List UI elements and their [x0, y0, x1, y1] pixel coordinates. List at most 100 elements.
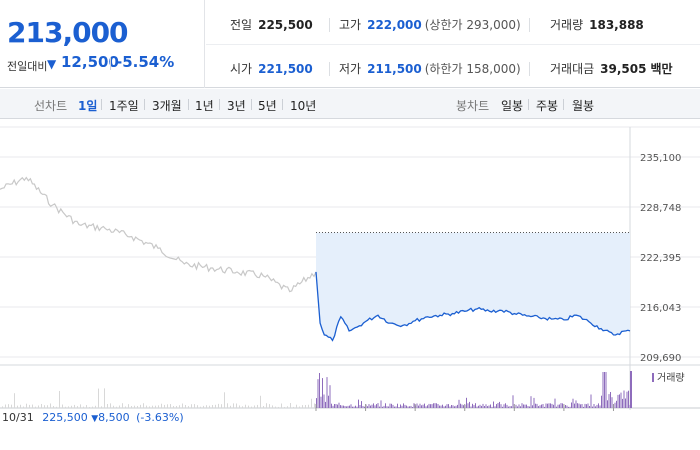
volume-bar	[35, 406, 36, 408]
candle-chart-label: 봉차트	[456, 99, 490, 113]
volume-bar	[538, 406, 539, 408]
volume-bar	[392, 404, 394, 408]
volume-bar	[305, 405, 306, 408]
today-price-line	[315, 271, 631, 342]
volume-bar	[443, 406, 445, 408]
volume-bar	[590, 394, 592, 408]
volume-bar	[254, 405, 255, 408]
volume-bar	[383, 405, 385, 408]
volume-bar	[401, 405, 403, 408]
volume-bar	[412, 407, 413, 408]
volume-bar	[475, 403, 476, 408]
volume-bar	[173, 405, 174, 408]
divider	[206, 44, 700, 45]
volume-bar	[230, 405, 231, 408]
volume-bar	[395, 406, 397, 408]
volume-bar	[50, 403, 51, 408]
volume-bar	[347, 405, 349, 408]
volume-bar	[320, 396, 322, 408]
volume-bar	[269, 404, 270, 408]
volume-bar	[83, 406, 84, 408]
volume-bar	[329, 385, 331, 408]
volume-bar	[630, 371, 632, 408]
volume-bar	[281, 403, 282, 408]
stat-volume-label: 거래량	[550, 18, 584, 32]
volume-bar	[574, 403, 575, 408]
volume-bar	[164, 404, 165, 408]
volume-bar	[290, 403, 291, 408]
volume-bar	[119, 405, 120, 408]
volume-bar	[221, 404, 222, 408]
volume-bar	[499, 401, 500, 408]
volume-bar	[86, 405, 87, 408]
period-5y-tab[interactable]: 5년	[258, 99, 277, 113]
volume-bar	[137, 405, 138, 408]
volume-bar	[559, 404, 560, 408]
volume-bar	[359, 405, 361, 408]
volume-bar	[362, 406, 364, 408]
volume-bar	[544, 406, 545, 408]
volume-bar	[601, 395, 602, 408]
volume-bar	[550, 403, 551, 408]
volume-legend-label: 거래량	[657, 372, 685, 384]
volume-legend-swatch	[652, 373, 654, 382]
current-price-box: 213,000 전일대비 ▼ 12,500 -5.54%	[0, 0, 205, 88]
volume-bar	[466, 397, 467, 408]
volume-bar	[349, 405, 350, 408]
volume-bar	[74, 404, 75, 408]
period-10y-tab[interactable]: 10년	[290, 99, 317, 113]
volume-bar	[583, 406, 584, 408]
volume-bar	[533, 397, 535, 408]
volume-bar	[461, 404, 463, 408]
volume-bar	[317, 379, 319, 408]
volume-bar	[311, 398, 312, 408]
volume-bar	[212, 405, 213, 408]
candle-weekly-tab[interactable]: 주봉	[536, 99, 559, 113]
volume-bar	[209, 405, 210, 408]
candle-daily-tab[interactable]: 일봉	[501, 99, 524, 113]
stat-high: 고가 222,000 (상한가 293,000)	[339, 16, 521, 33]
volume-bar	[416, 403, 418, 408]
volume-bar	[170, 404, 171, 408]
volume-bar	[608, 394, 610, 408]
volume-bar	[248, 405, 249, 408]
stat-low-label: 저가	[339, 62, 362, 76]
volume-bar	[155, 405, 156, 408]
period-1w-tab[interactable]: 1주일	[109, 99, 139, 113]
volume-bar	[373, 403, 374, 408]
volume-bar	[316, 398, 317, 408]
footer-date: 10/31	[2, 411, 34, 424]
volume-bar	[581, 404, 583, 408]
volume-bar	[622, 398, 623, 408]
volume-bar	[437, 404, 439, 408]
volume-bar	[385, 403, 386, 408]
volume-bar	[419, 403, 421, 408]
volume-bar	[469, 401, 470, 408]
prev-day-footer: 10/31 225,500 ▼8,500 (-3.63%)	[0, 411, 184, 424]
volume-bar	[611, 397, 613, 408]
volume-bar	[113, 405, 114, 408]
volume-bar	[17, 405, 18, 408]
candle-monthly-tab[interactable]: 월봉	[572, 99, 595, 113]
volume-bar	[194, 404, 195, 408]
volume-bar	[557, 404, 559, 408]
volume-bar	[433, 403, 434, 408]
period-3y-tab[interactable]: 3년	[227, 99, 246, 113]
volume-bar	[598, 403, 599, 408]
volume-bar	[529, 406, 530, 408]
volume-bar	[200, 406, 201, 408]
volume-bar	[287, 406, 288, 408]
volume-bar	[530, 396, 532, 408]
volume-bar	[332, 405, 334, 408]
period-1d-tab[interactable]: 1일	[78, 99, 98, 113]
price-summary: 213,000 전일대비 ▼ 12,500 -5.54% 전일 225,500 고…	[0, 0, 700, 88]
volume-bar	[515, 404, 517, 408]
volume-bar	[341, 405, 343, 408]
divider	[101, 99, 102, 110]
volume-bar	[104, 388, 105, 408]
period-3m-tab[interactable]: 3개월	[152, 99, 182, 113]
period-1y-tab[interactable]: 1년	[195, 99, 214, 113]
volume-bar	[314, 403, 315, 408]
volume-bar	[257, 404, 258, 408]
volume-bar	[20, 404, 21, 408]
